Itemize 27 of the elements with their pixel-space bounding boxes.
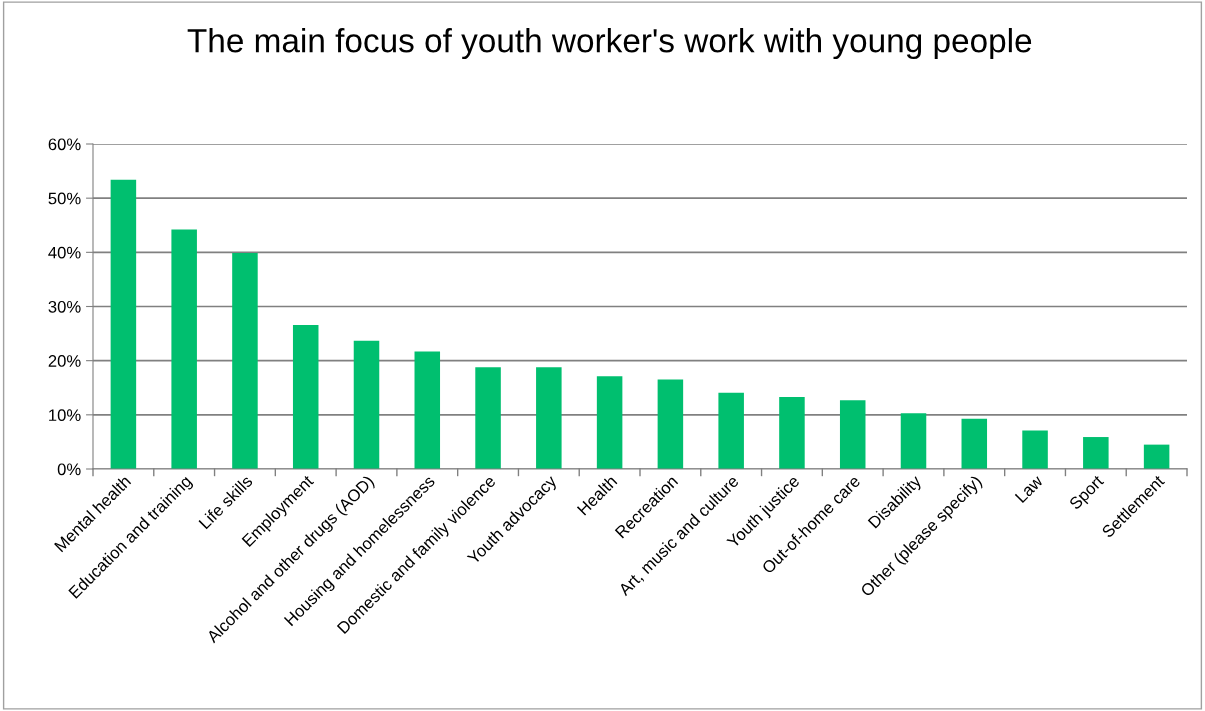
y-tick-label: 10% [49,409,81,422]
bar [475,367,501,469]
bar [292,324,319,469]
y-tick-label: 60% [48,138,81,151]
bar [1022,430,1048,469]
bar [110,179,137,469]
bar [1083,437,1109,469]
y-tick-label: 40% [48,246,81,259]
x-tick-label: Law [1014,474,1044,504]
bar [900,413,927,469]
chart-title: The main focus of youth worker's work with young people [187,28,1032,60]
bar [657,379,684,469]
y-tick-label: 30% [48,300,81,313]
bar [839,400,866,469]
bar [536,367,562,469]
bar [414,351,441,469]
y-tick-label: 0% [57,463,81,476]
bar [232,252,258,469]
bar [718,392,744,469]
y-tick-label: 50% [48,192,81,205]
bar [1143,444,1170,469]
bar [596,376,623,469]
bar [353,340,380,469]
bar [779,396,805,469]
y-tick-label: 20% [48,355,81,367]
bar [961,418,988,469]
bar [171,229,197,469]
